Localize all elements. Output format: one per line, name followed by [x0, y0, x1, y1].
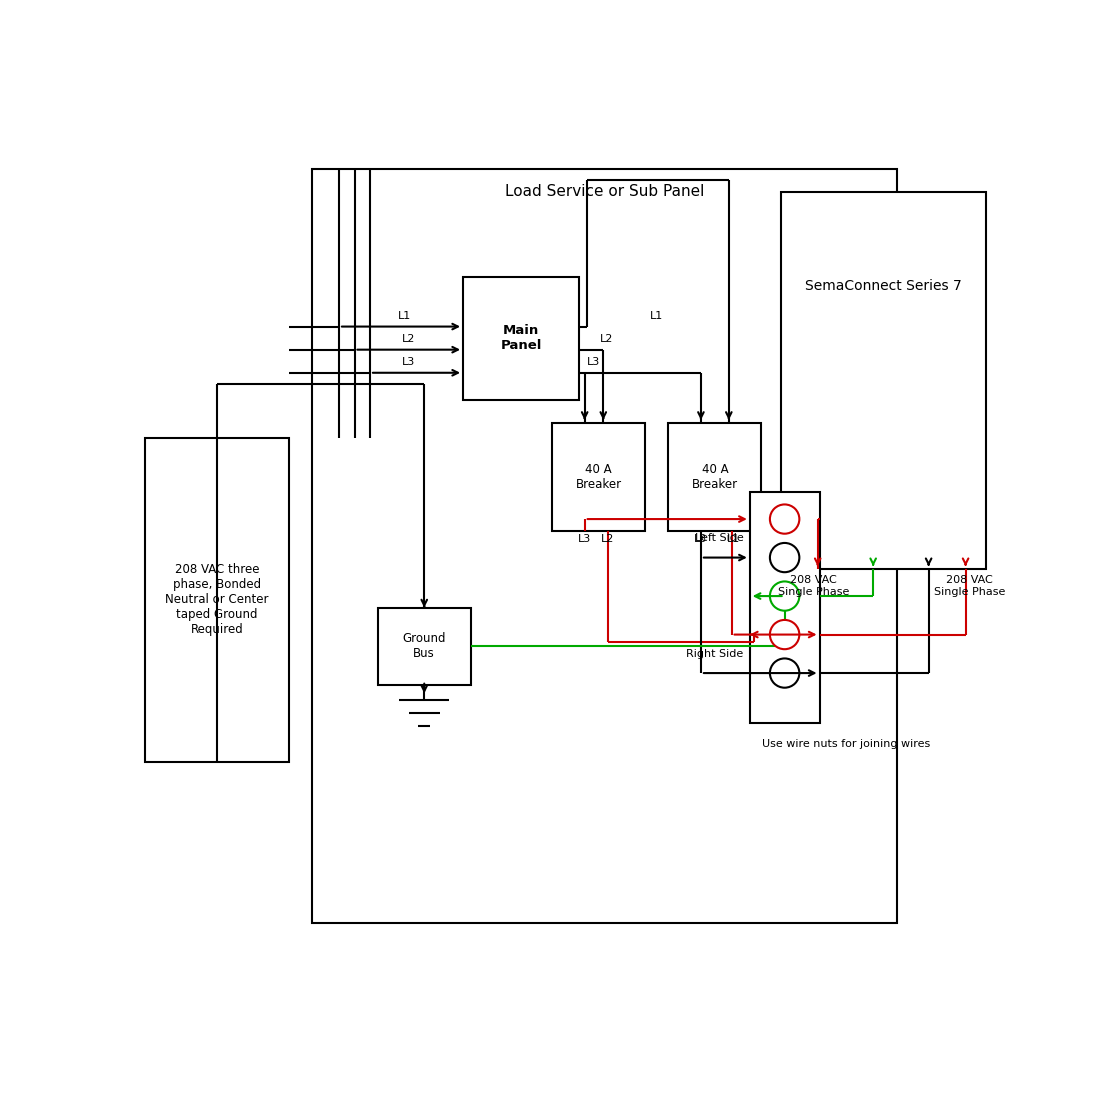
Text: L1: L1: [727, 535, 740, 545]
Text: 40 A
Breaker: 40 A Breaker: [692, 462, 738, 491]
Text: L2: L2: [602, 535, 615, 545]
Text: 208 VAC
Single Phase: 208 VAC Single Phase: [934, 575, 1005, 597]
Bar: [669, 423, 761, 530]
Bar: [463, 277, 580, 400]
Text: Right Side: Right Side: [686, 649, 744, 659]
Text: Load Service or Sub Panel: Load Service or Sub Panel: [505, 184, 704, 200]
Text: L1: L1: [398, 311, 411, 322]
Circle shape: [770, 582, 800, 610]
Text: L1: L1: [650, 311, 663, 322]
Circle shape: [770, 504, 800, 534]
Circle shape: [770, 620, 800, 649]
Text: 40 A
Breaker: 40 A Breaker: [575, 462, 622, 491]
Text: L3: L3: [587, 357, 601, 368]
Text: L3: L3: [403, 357, 416, 368]
Text: Use wire nuts for joining wires: Use wire nuts for joining wires: [762, 739, 931, 749]
Circle shape: [770, 542, 800, 572]
Text: L2: L2: [403, 334, 416, 345]
Bar: [781, 192, 986, 569]
Bar: [145, 438, 288, 762]
Bar: [552, 423, 645, 530]
Bar: [312, 169, 896, 923]
Text: Ground
Bus: Ground Bus: [403, 632, 446, 660]
Bar: [377, 607, 471, 685]
Text: 208 VAC
Single Phase: 208 VAC Single Phase: [778, 575, 849, 597]
Text: L3: L3: [579, 535, 592, 545]
Text: L3: L3: [694, 535, 707, 545]
Text: SemaConnect Series 7: SemaConnect Series 7: [805, 279, 961, 293]
Circle shape: [770, 659, 800, 687]
Text: Main
Panel: Main Panel: [500, 324, 542, 352]
Text: L2: L2: [600, 334, 613, 345]
Text: 208 VAC three
phase, Bonded
Neutral or Center
taped Ground
Required: 208 VAC three phase, Bonded Neutral or C…: [165, 563, 268, 637]
Bar: [750, 492, 820, 724]
Text: Left Side: Left Side: [695, 534, 744, 544]
